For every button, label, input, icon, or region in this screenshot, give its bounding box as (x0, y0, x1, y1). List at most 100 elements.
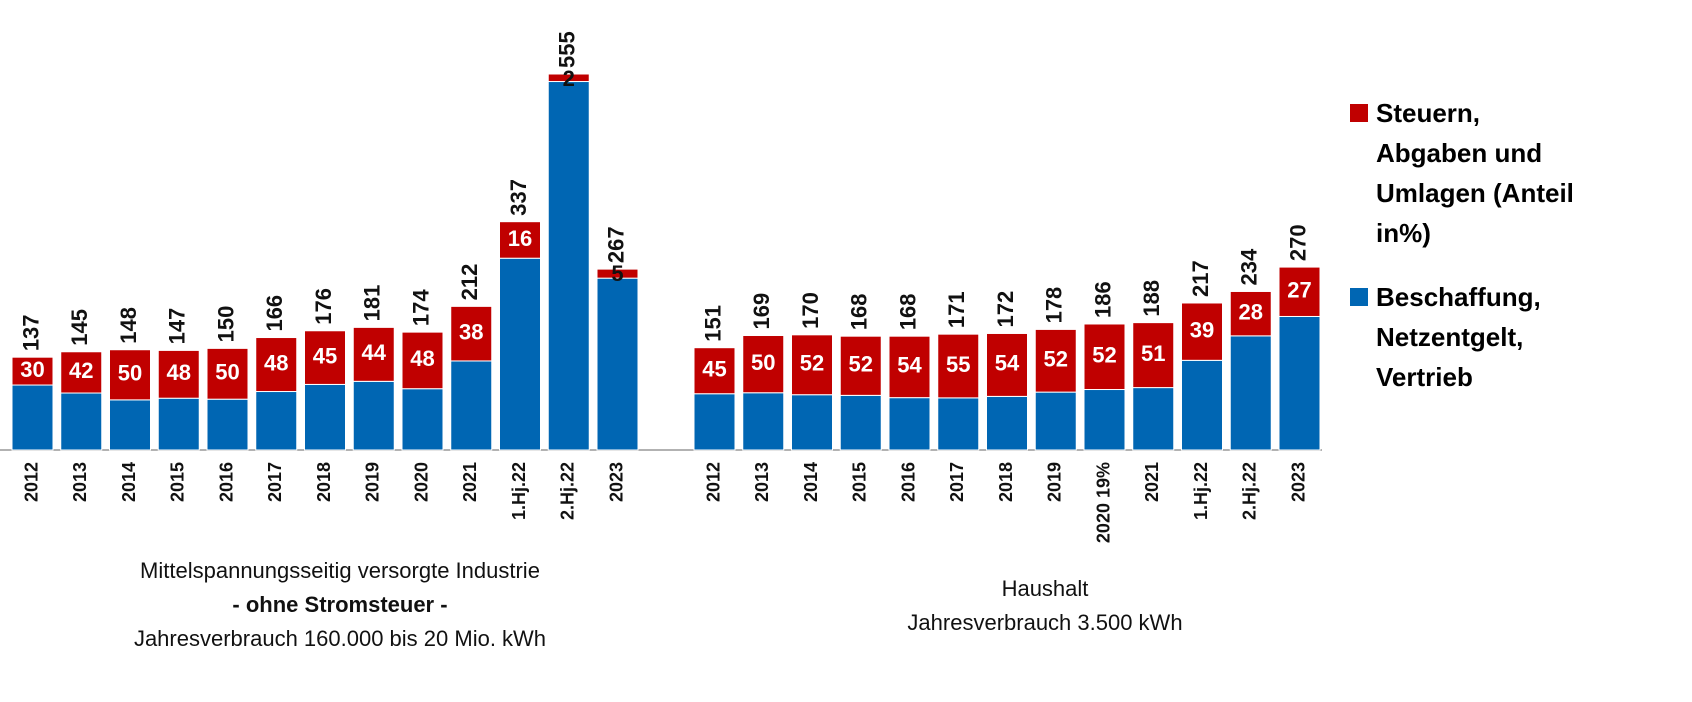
total-label: 217 (1188, 260, 1213, 297)
x-tick-label: 2013 (70, 462, 90, 502)
bar-segment (596, 268, 639, 279)
bar-segment (888, 397, 931, 451)
bar-segment (986, 395, 1028, 451)
total-label: 169 (749, 293, 774, 330)
total-label: 178 (1042, 287, 1067, 324)
total-label: 555 (555, 31, 580, 68)
bar-segment (1181, 302, 1223, 361)
x-tick-label: 2013 (752, 462, 772, 502)
share-label: 5 (611, 261, 623, 286)
x-tick-label: 2015 (168, 462, 188, 502)
bar-segment (742, 335, 785, 394)
x-tick-label: 2014 (801, 462, 821, 502)
total-label: 168 (847, 293, 872, 330)
bar-segment (499, 221, 541, 259)
legend-item: Steuern, Abgaben und Umlagen (Anteil in%… (1350, 93, 1590, 253)
legend-item: Beschaffung, Netzentgelt, Vertrieb (1350, 277, 1590, 397)
share-label: 52 (849, 352, 873, 377)
bar-segment (693, 393, 736, 451)
total-label: 174 (408, 289, 433, 326)
total-label: 170 (798, 292, 823, 329)
x-tick-label: 2019 (363, 462, 383, 502)
x-tick-label: 2023 (606, 462, 626, 502)
bar-segment (206, 398, 249, 451)
x-tick-label: 2.Hj.22 (558, 462, 578, 520)
legend-label: Steuern, Abgaben und Umlagen (Anteil in%… (1376, 98, 1574, 248)
total-label: 270 (1285, 224, 1310, 261)
bar-segment (888, 335, 931, 399)
bar-segment (1083, 323, 1126, 391)
share-label: 16 (508, 226, 532, 251)
bar-segment (986, 332, 1028, 397)
x-tick-label: 2012 (21, 462, 41, 502)
bar-segment (450, 360, 493, 451)
total-label: 145 (67, 309, 92, 346)
total-label: 337 (506, 179, 531, 216)
share-label: 54 (995, 351, 1020, 376)
bar-segment (937, 397, 980, 451)
bar-segment (1034, 391, 1077, 451)
share-label: 45 (702, 357, 726, 382)
total-label: 212 (457, 264, 482, 301)
total-label: 171 (944, 291, 969, 328)
x-tick-label: 2019 (1045, 462, 1065, 502)
x-tick-label: 2016 (216, 462, 236, 502)
share-label: 38 (459, 319, 483, 344)
total-label: 188 (1139, 280, 1164, 317)
total-label: 137 (18, 314, 43, 351)
x-tick-label: 2017 (265, 462, 285, 502)
bar-segment (11, 384, 54, 451)
x-tick-label: 2021 (460, 462, 480, 502)
total-label: 166 (262, 295, 287, 332)
share-label: 51 (1141, 341, 1165, 366)
bar-segment (499, 257, 541, 451)
bar-segment (1278, 266, 1321, 317)
share-label: 28 (1239, 299, 1263, 324)
share-label: 30 (20, 357, 44, 382)
bar-segment (839, 335, 882, 396)
total-label: 147 (165, 308, 190, 345)
x-tick-label: 2018 (996, 462, 1016, 502)
share-label: 48 (167, 360, 191, 385)
total-label: 234 (1237, 248, 1262, 285)
bar-segment (791, 394, 833, 451)
x-tick-label: 2021 (1142, 462, 1162, 502)
bar-segment (109, 349, 151, 401)
bar-segment (791, 334, 833, 396)
total-label: 150 (213, 306, 238, 343)
bar-segment (255, 337, 298, 393)
x-tick-label: 2018 (314, 462, 334, 502)
total-label: 181 (360, 285, 385, 322)
share-label: 52 (1044, 347, 1068, 372)
x-tick-label: 2.Hj.22 (1240, 462, 1260, 520)
bar-segment (1132, 322, 1175, 389)
bar-segment (157, 397, 200, 451)
bar-segment (109, 399, 151, 451)
bar-segment (157, 349, 200, 399)
x-tick-label: 1.Hj.22 (509, 462, 529, 520)
total-label: 176 (311, 288, 336, 325)
bar-segment (401, 388, 444, 451)
x-tick-label: 2023 (1288, 462, 1308, 502)
bar-segment (255, 391, 298, 451)
share-label: 50 (118, 361, 142, 386)
share-label: 42 (69, 358, 93, 383)
bar-segment (11, 356, 54, 386)
x-tick-label: 1.Hj.22 (1191, 462, 1211, 520)
share-label: 27 (1287, 278, 1311, 303)
legend-swatch (1350, 104, 1368, 122)
bar-segment (1229, 290, 1272, 337)
bar-segment (60, 392, 103, 451)
bar-segment (1083, 389, 1126, 451)
share-label: 52 (1092, 343, 1116, 368)
group-label: - ohne Stromsteuer - (232, 592, 447, 617)
share-label: 50 (215, 360, 239, 385)
bar-segment (547, 73, 590, 83)
bar-segment (1278, 315, 1321, 451)
share-label: 39 (1190, 317, 1214, 342)
bar-segment (352, 380, 395, 451)
x-tick-label: 2016 (898, 462, 918, 502)
total-label: 148 (116, 307, 141, 344)
total-label: 151 (700, 305, 725, 342)
